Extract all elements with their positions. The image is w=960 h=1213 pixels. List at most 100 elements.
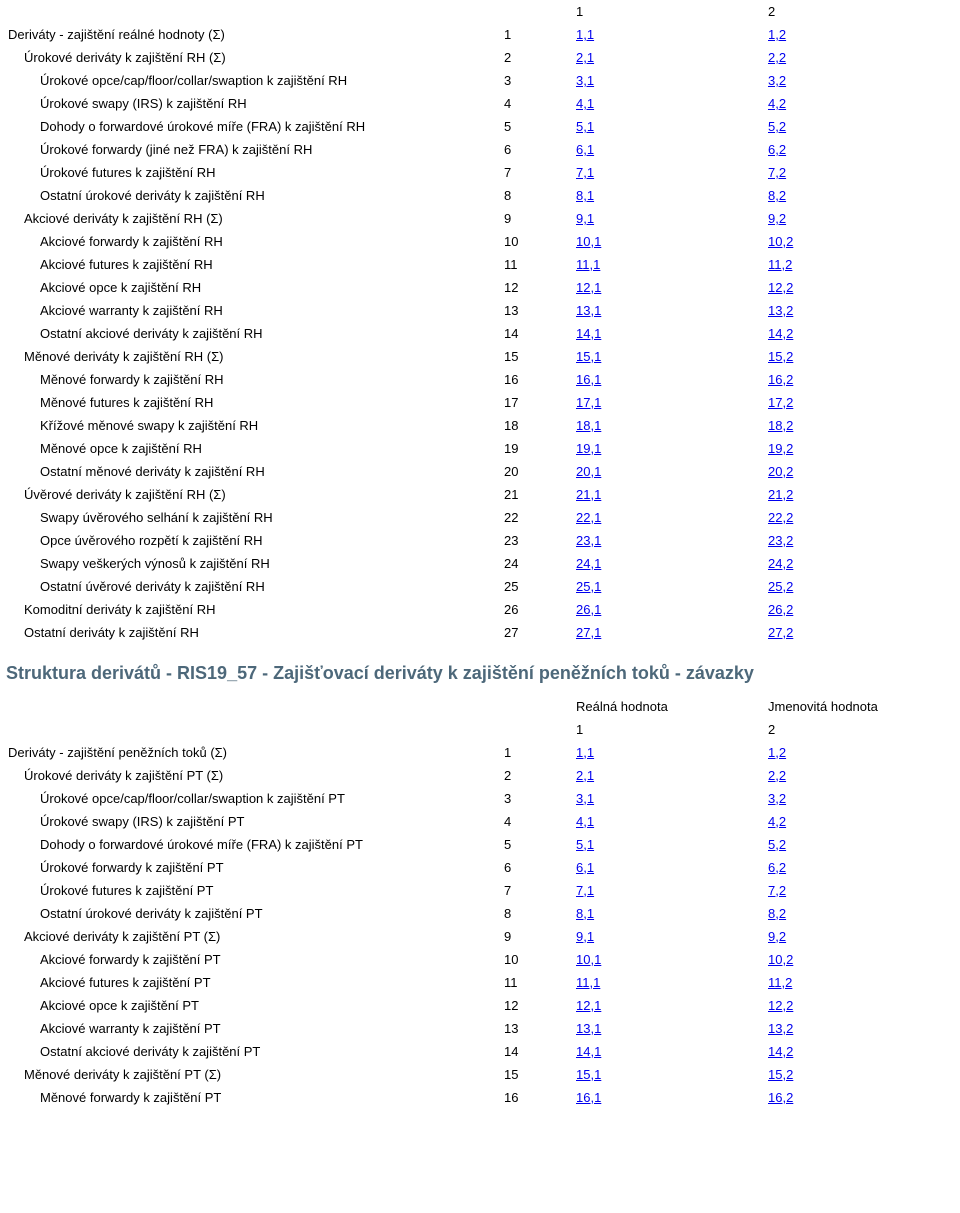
cell-link[interactable]: 4,2 [768, 814, 786, 829]
cell-col1: 16,1 [570, 368, 762, 391]
cell-link[interactable]: 20,2 [768, 464, 793, 479]
cell-link[interactable]: 18,1 [576, 418, 601, 433]
cell-link[interactable]: 1,2 [768, 27, 786, 42]
cell-link[interactable]: 4,1 [576, 814, 594, 829]
cell-link[interactable]: 17,2 [768, 395, 793, 410]
cell-link[interactable]: 11,2 [768, 257, 792, 272]
cell-link[interactable]: 23,1 [576, 533, 601, 548]
cell-link[interactable]: 15,2 [768, 1067, 793, 1082]
cell-link[interactable]: 5,2 [768, 837, 786, 852]
table-row: Měnové deriváty k zajištění RH (Σ)1515,1… [6, 345, 954, 368]
cell-link[interactable]: 4,2 [768, 96, 786, 111]
cell-link[interactable]: 1,2 [768, 745, 786, 760]
cell-link[interactable]: 15,1 [576, 349, 601, 364]
cell-link[interactable]: 8,2 [768, 188, 786, 203]
cell-link[interactable]: 23,2 [768, 533, 793, 548]
row-label: Akciové futures k zajištění PT [6, 971, 498, 994]
cell-link[interactable]: 19,2 [768, 441, 793, 456]
cell-link[interactable]: 14,1 [576, 1044, 601, 1059]
cell-link[interactable]: 5,1 [576, 837, 594, 852]
cell-link[interactable]: 16,1 [576, 1090, 601, 1105]
cell-link[interactable]: 8,1 [576, 906, 594, 921]
table-row: Měnové opce k zajištění RH1919,119,2 [6, 437, 954, 460]
cell-link[interactable]: 13,2 [768, 303, 793, 318]
cell-col2: 21,2 [762, 483, 954, 506]
cell-link[interactable]: 14,2 [768, 326, 793, 341]
cell-link[interactable]: 15,1 [576, 1067, 601, 1082]
cell-link[interactable]: 27,2 [768, 625, 793, 640]
cell-link[interactable]: 19,1 [576, 441, 601, 456]
cell-link[interactable]: 16,2 [768, 372, 793, 387]
cell-link[interactable]: 24,2 [768, 556, 793, 571]
cell-link[interactable]: 15,2 [768, 349, 793, 364]
row-number: 27 [498, 621, 570, 644]
cell-link[interactable]: 13,1 [576, 1021, 601, 1036]
cell-link[interactable]: 17,1 [576, 395, 601, 410]
cell-link[interactable]: 9,2 [768, 211, 786, 226]
cell-link[interactable]: 6,1 [576, 860, 594, 875]
cell-link[interactable]: 27,1 [576, 625, 601, 640]
cell-link[interactable]: 2,1 [576, 50, 594, 65]
cell-link[interactable]: 25,1 [576, 579, 601, 594]
cell-link[interactable]: 11,1 [576, 975, 600, 990]
cell-link[interactable]: 10,2 [768, 234, 793, 249]
table-row: Úrokové forwardy k zajištění PT66,16,2 [6, 856, 954, 879]
column-number-row: 12 [6, 718, 954, 741]
cell-link[interactable]: 13,2 [768, 1021, 793, 1036]
cell-link[interactable]: 3,1 [576, 791, 594, 806]
cell-link[interactable]: 5,2 [768, 119, 786, 134]
cell-link[interactable]: 7,2 [768, 883, 786, 898]
cell-link[interactable]: 6,2 [768, 142, 786, 157]
cell-link[interactable]: 16,1 [576, 372, 601, 387]
table-row: Akciové warranty k zajištění RH1313,113,… [6, 299, 954, 322]
cell-link[interactable]: 6,2 [768, 860, 786, 875]
cell-link[interactable]: 1,1 [576, 745, 594, 760]
cell-link[interactable]: 11,1 [576, 257, 600, 272]
cell-link[interactable]: 22,2 [768, 510, 793, 525]
cell-link[interactable]: 14,1 [576, 326, 601, 341]
cell-link[interactable]: 18,2 [768, 418, 793, 433]
cell-link[interactable]: 8,1 [576, 188, 594, 203]
cell-link[interactable]: 26,1 [576, 602, 601, 617]
cell-link[interactable]: 10,1 [576, 952, 601, 967]
cell-link[interactable]: 11,2 [768, 975, 792, 990]
cell-link[interactable]: 5,1 [576, 119, 594, 134]
cell-link[interactable]: 21,2 [768, 487, 793, 502]
cell-link[interactable]: 7,1 [576, 883, 594, 898]
cell-link[interactable]: 3,2 [768, 73, 786, 88]
cell-col1: 8,1 [570, 902, 762, 925]
cell-link[interactable]: 10,1 [576, 234, 601, 249]
cell-link[interactable]: 4,1 [576, 96, 594, 111]
cell-link[interactable]: 26,2 [768, 602, 793, 617]
cell-link[interactable]: 3,1 [576, 73, 594, 88]
cell-link[interactable]: 16,2 [768, 1090, 793, 1105]
cell-link[interactable]: 2,1 [576, 768, 594, 783]
cell-link[interactable]: 9,1 [576, 211, 594, 226]
row-number: 8 [498, 902, 570, 925]
row-number: 15 [498, 1063, 570, 1086]
cell-link[interactable]: 1,1 [576, 27, 594, 42]
cell-link[interactable]: 12,1 [576, 998, 601, 1013]
cell-link[interactable]: 6,1 [576, 142, 594, 157]
cell-link[interactable]: 13,1 [576, 303, 601, 318]
cell-link[interactable]: 3,2 [768, 791, 786, 806]
cell-link[interactable]: 8,2 [768, 906, 786, 921]
cell-link[interactable]: 12,2 [768, 998, 793, 1013]
cell-link[interactable]: 9,2 [768, 929, 786, 944]
cell-link[interactable]: 14,2 [768, 1044, 793, 1059]
cell-link[interactable]: 24,1 [576, 556, 601, 571]
cell-link[interactable]: 25,2 [768, 579, 793, 594]
cell-link[interactable]: 12,2 [768, 280, 793, 295]
cell-link[interactable]: 2,2 [768, 768, 786, 783]
cell-link[interactable]: 20,1 [576, 464, 601, 479]
cell-link[interactable]: 7,1 [576, 165, 594, 180]
row-label: Úrokové deriváty k zajištění RH (Σ) [6, 46, 498, 69]
cell-link[interactable]: 10,2 [768, 952, 793, 967]
cell-link[interactable]: 12,1 [576, 280, 601, 295]
cell-link[interactable]: 2,2 [768, 50, 786, 65]
cell-link[interactable]: 21,1 [576, 487, 601, 502]
row-label: Úrokové futures k zajištění RH [6, 161, 498, 184]
cell-link[interactable]: 22,1 [576, 510, 601, 525]
cell-link[interactable]: 7,2 [768, 165, 786, 180]
cell-link[interactable]: 9,1 [576, 929, 594, 944]
